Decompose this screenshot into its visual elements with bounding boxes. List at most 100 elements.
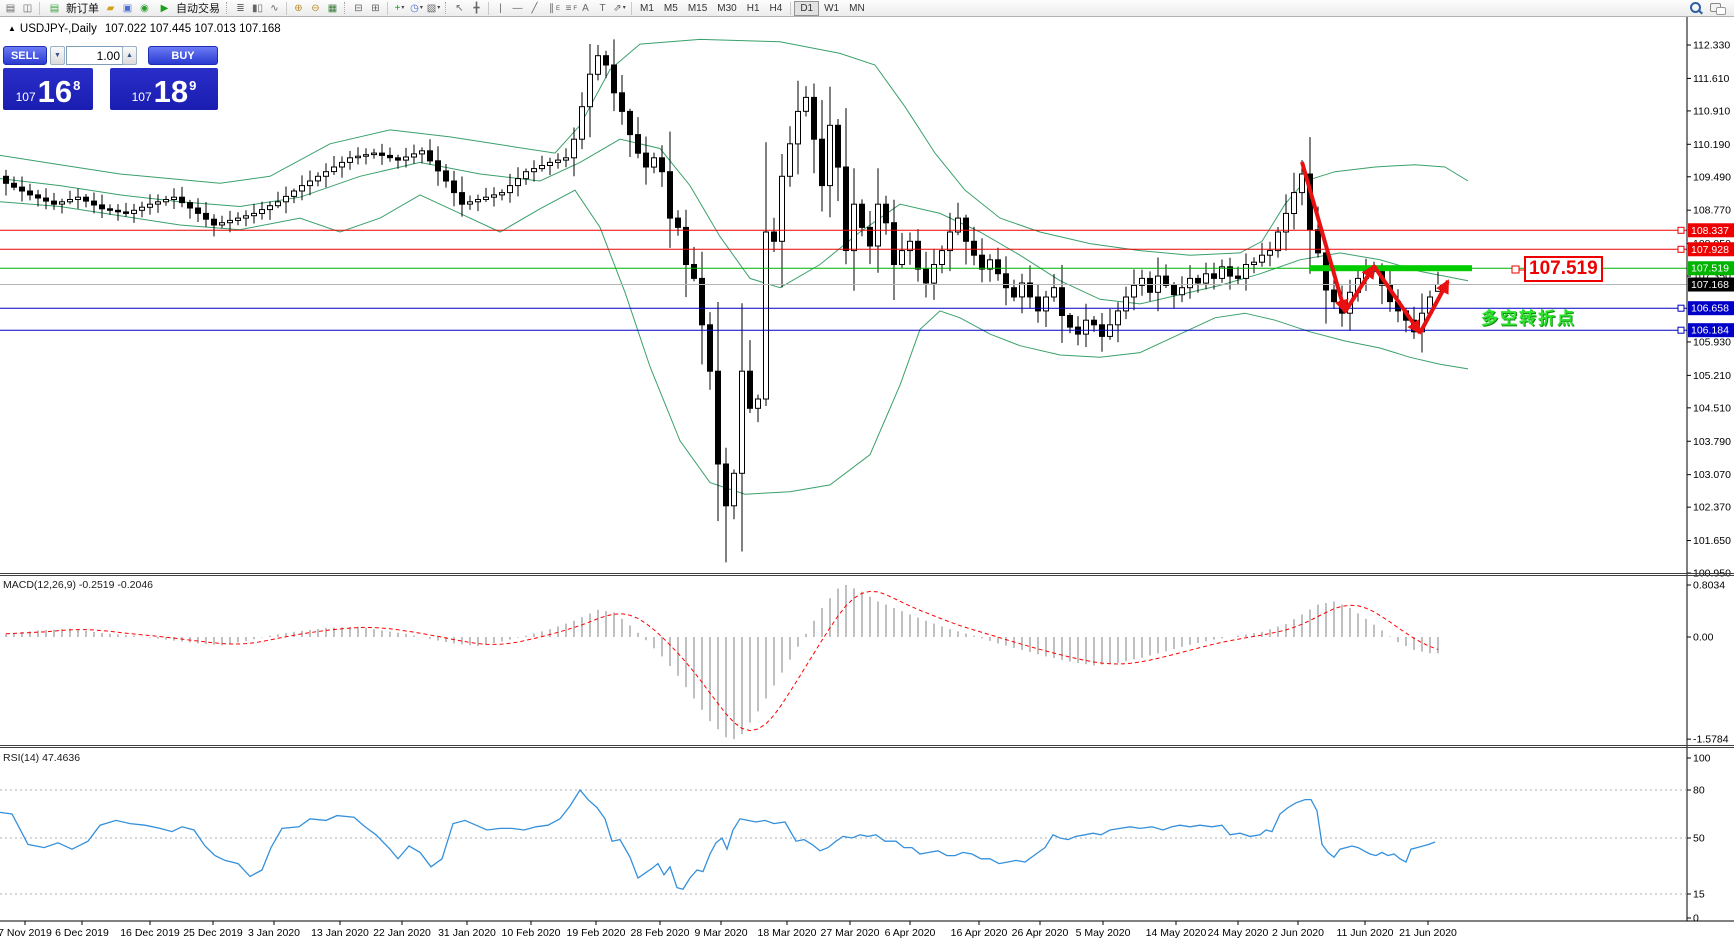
chat-icon[interactable] [1709, 1, 1726, 16]
date-tick-label: 25 Dec 2019 [183, 927, 243, 939]
price-callout[interactable]: 107.519 [1524, 256, 1603, 282]
volume-decrease-button[interactable]: ▼ [50, 46, 65, 65]
new-order-button[interactable]: ▤ 新订单 [43, 0, 102, 16]
timeframe-m30[interactable]: M30 [717, 2, 737, 14]
zoom-in-icon[interactable]: ⊕ [294, 2, 303, 14]
price-tick-label: 109.490 [1693, 171, 1731, 183]
date-tick-label: 5 May 2020 [1076, 927, 1131, 939]
macd-panel[interactable] [5, 585, 1439, 740]
volume-input[interactable] [66, 46, 124, 65]
price-axis[interactable] [1688, 17, 1734, 921]
price-tick-label: 101.650 [1693, 535, 1731, 547]
autotrade-button-label: 自动交易 [176, 3, 220, 15]
periods-dropdown[interactable]: ◷ ▾ [410, 2, 423, 14]
buy-button[interactable]: BUY [148, 46, 218, 65]
indicator-window-icon[interactable]: ⊟ [354, 2, 363, 14]
collapse-icon[interactable]: ▲ [8, 24, 16, 33]
candlestick-chart-icon[interactable]: ▮▯ [251, 2, 263, 14]
symbol-period-label: USDJPY-,Daily [19, 23, 97, 35]
price-tick-label: 110.190 [1693, 139, 1730, 151]
objects-window-icon[interactable]: ⊞ [371, 2, 380, 14]
timeframe-m15[interactable]: M15 [687, 2, 708, 14]
timeframe-w1[interactable]: W1 [824, 2, 840, 14]
channel-icon[interactable]: ∥ E [549, 2, 560, 14]
date-tick-label: 10 Feb 2020 [502, 927, 561, 939]
chart-window-icon[interactable]: ▤ [5, 2, 16, 14]
date-tick-label: 26 Apr 2020 [1012, 927, 1069, 939]
level-price-label: 107.168 [1691, 279, 1729, 291]
level-price-label: 108.337 [1691, 225, 1729, 237]
macd-signal-line [5, 590, 1439, 732]
chart-canvas[interactable]: 112.330 111.610 110.910 110.190 109.490 108.7… [0, 17, 1734, 945]
annotation-text[interactable]: 多空转折点 [1481, 309, 1576, 328]
print-preview-icon[interactable]: ◫ [22, 2, 33, 14]
volume-increase-button[interactable]: ▲ [122, 46, 137, 65]
broadcast-icon[interactable]: ◉ [140, 2, 149, 14]
fibonacci-icon[interactable]: ≡ F [565, 2, 577, 14]
horizontal-line-icon[interactable]: — [512, 2, 523, 14]
rsi-tick-label: 80 [1693, 785, 1705, 797]
tile-windows-icon[interactable]: ▦ [327, 2, 338, 14]
template-dropdown[interactable]: ▧ ▾ [426, 2, 441, 14]
level-price-label: 106.658 [1691, 303, 1729, 315]
rsi-panel[interactable] [0, 788, 1687, 895]
rsi-name: RSI(14) [3, 752, 40, 764]
autotrade-button[interactable]: ▶ 自动交易 [153, 0, 223, 16]
label-icon[interactable]: T [599, 2, 606, 14]
price-tick-label: 103.070 [1693, 469, 1731, 481]
date-tick-label: 3 Jan 2020 [248, 927, 300, 939]
date-tick-label: 21 Jun 2020 [1399, 927, 1457, 939]
date-tick-label: 27 Mar 2020 [821, 927, 880, 939]
ohlc-values: 107.022 107.445 107.013 107.168 [104, 23, 281, 35]
candles [3, 39, 1441, 563]
buy-price[interactable]: 107 18 9 [110, 68, 218, 110]
timeframe-h4[interactable]: H4 [769, 2, 783, 14]
toolbar: ▤ ◫ ▤ 新订单 ▰ ▣ ◉ ▶ 自动交易 ≣ ▮▯ ∿ ⊕ ⊖ ▦ ⊟ ⊞ + ▾ ◷ ▾ ▧ ▾ ↖ ╋ | — ╱ ∥ E ≡ F A T… [0, 0, 1734, 17]
date-axis[interactable]: 7 Nov 2019 6 Dec 2019 16 Dec 2019 25 Dec 20… [0, 921, 1457, 939]
trend-zigzag-annotation[interactable] [1300, 161, 1450, 335]
line-handle[interactable] [1677, 304, 1685, 312]
price-tick-label: 112.330 [1693, 40, 1730, 52]
search-icon[interactable] [1688, 1, 1703, 16]
sell-button[interactable]: SELL [3, 46, 47, 65]
sell-price[interactable]: 107 16 8 [3, 68, 93, 110]
sell-price-pips: 16 [37, 74, 73, 109]
arrows-icon[interactable]: ⇗ ▾ [613, 2, 626, 14]
buy-price-figure: 107 [131, 90, 152, 104]
trendline-icon[interactable]: ╱ [531, 2, 538, 14]
chart-title: ▲ USDJPY-,Daily 107.022 107.445 107.013 10… [8, 23, 281, 35]
date-tick-label: 28 Feb 2020 [631, 927, 690, 939]
level-price-label: 107.928 [1691, 244, 1729, 256]
zoom-out-icon[interactable]: ⊖ [311, 2, 320, 14]
new-order-button-label: 新订单 [66, 3, 99, 15]
line-handle[interactable] [1677, 245, 1685, 253]
bollinger-middle-band [0, 138, 1469, 305]
timeframe-m1[interactable]: M1 [640, 2, 654, 14]
sell-price-figure: 107 [15, 90, 36, 104]
timeframe-d1[interactable]: D1 [794, 0, 820, 16]
experts-icon[interactable]: ▰ [106, 2, 115, 14]
price-tick-label: 102.370 [1693, 502, 1731, 514]
level-price-label: 107.519 [1691, 263, 1729, 275]
rsi-line [0, 788, 1436, 890]
autotrade-button-icon: ▶ [160, 2, 169, 14]
bar-chart-icon[interactable]: ≣ [236, 2, 245, 14]
line-chart-icon[interactable]: ∿ [270, 2, 279, 14]
line-handle[interactable] [1677, 226, 1685, 234]
timeframe-m5[interactable]: M5 [663, 2, 678, 14]
timeframe-h1[interactable]: H1 [746, 2, 760, 14]
crosshair-icon[interactable]: ╋ [473, 2, 480, 14]
text-icon[interactable]: A [582, 2, 589, 14]
support-zone-bar[interactable] [1310, 265, 1472, 272]
price-tick-label: 108.770 [1693, 205, 1731, 217]
date-tick-label: 13 Jan 2020 [311, 927, 369, 939]
timeframe-mn[interactable]: MN [849, 2, 865, 14]
add-indicator-dropdown[interactable]: + ▾ [394, 2, 405, 14]
date-tick-label: 6 Dec 2019 [55, 927, 109, 939]
cursor-icon[interactable]: ↖ [455, 2, 464, 14]
vertical-line-icon[interactable]: | [499, 2, 502, 14]
terminal-icon[interactable]: ▣ [122, 2, 133, 14]
callout-anchor[interactable] [1511, 265, 1520, 274]
line-handle[interactable] [1677, 326, 1685, 334]
